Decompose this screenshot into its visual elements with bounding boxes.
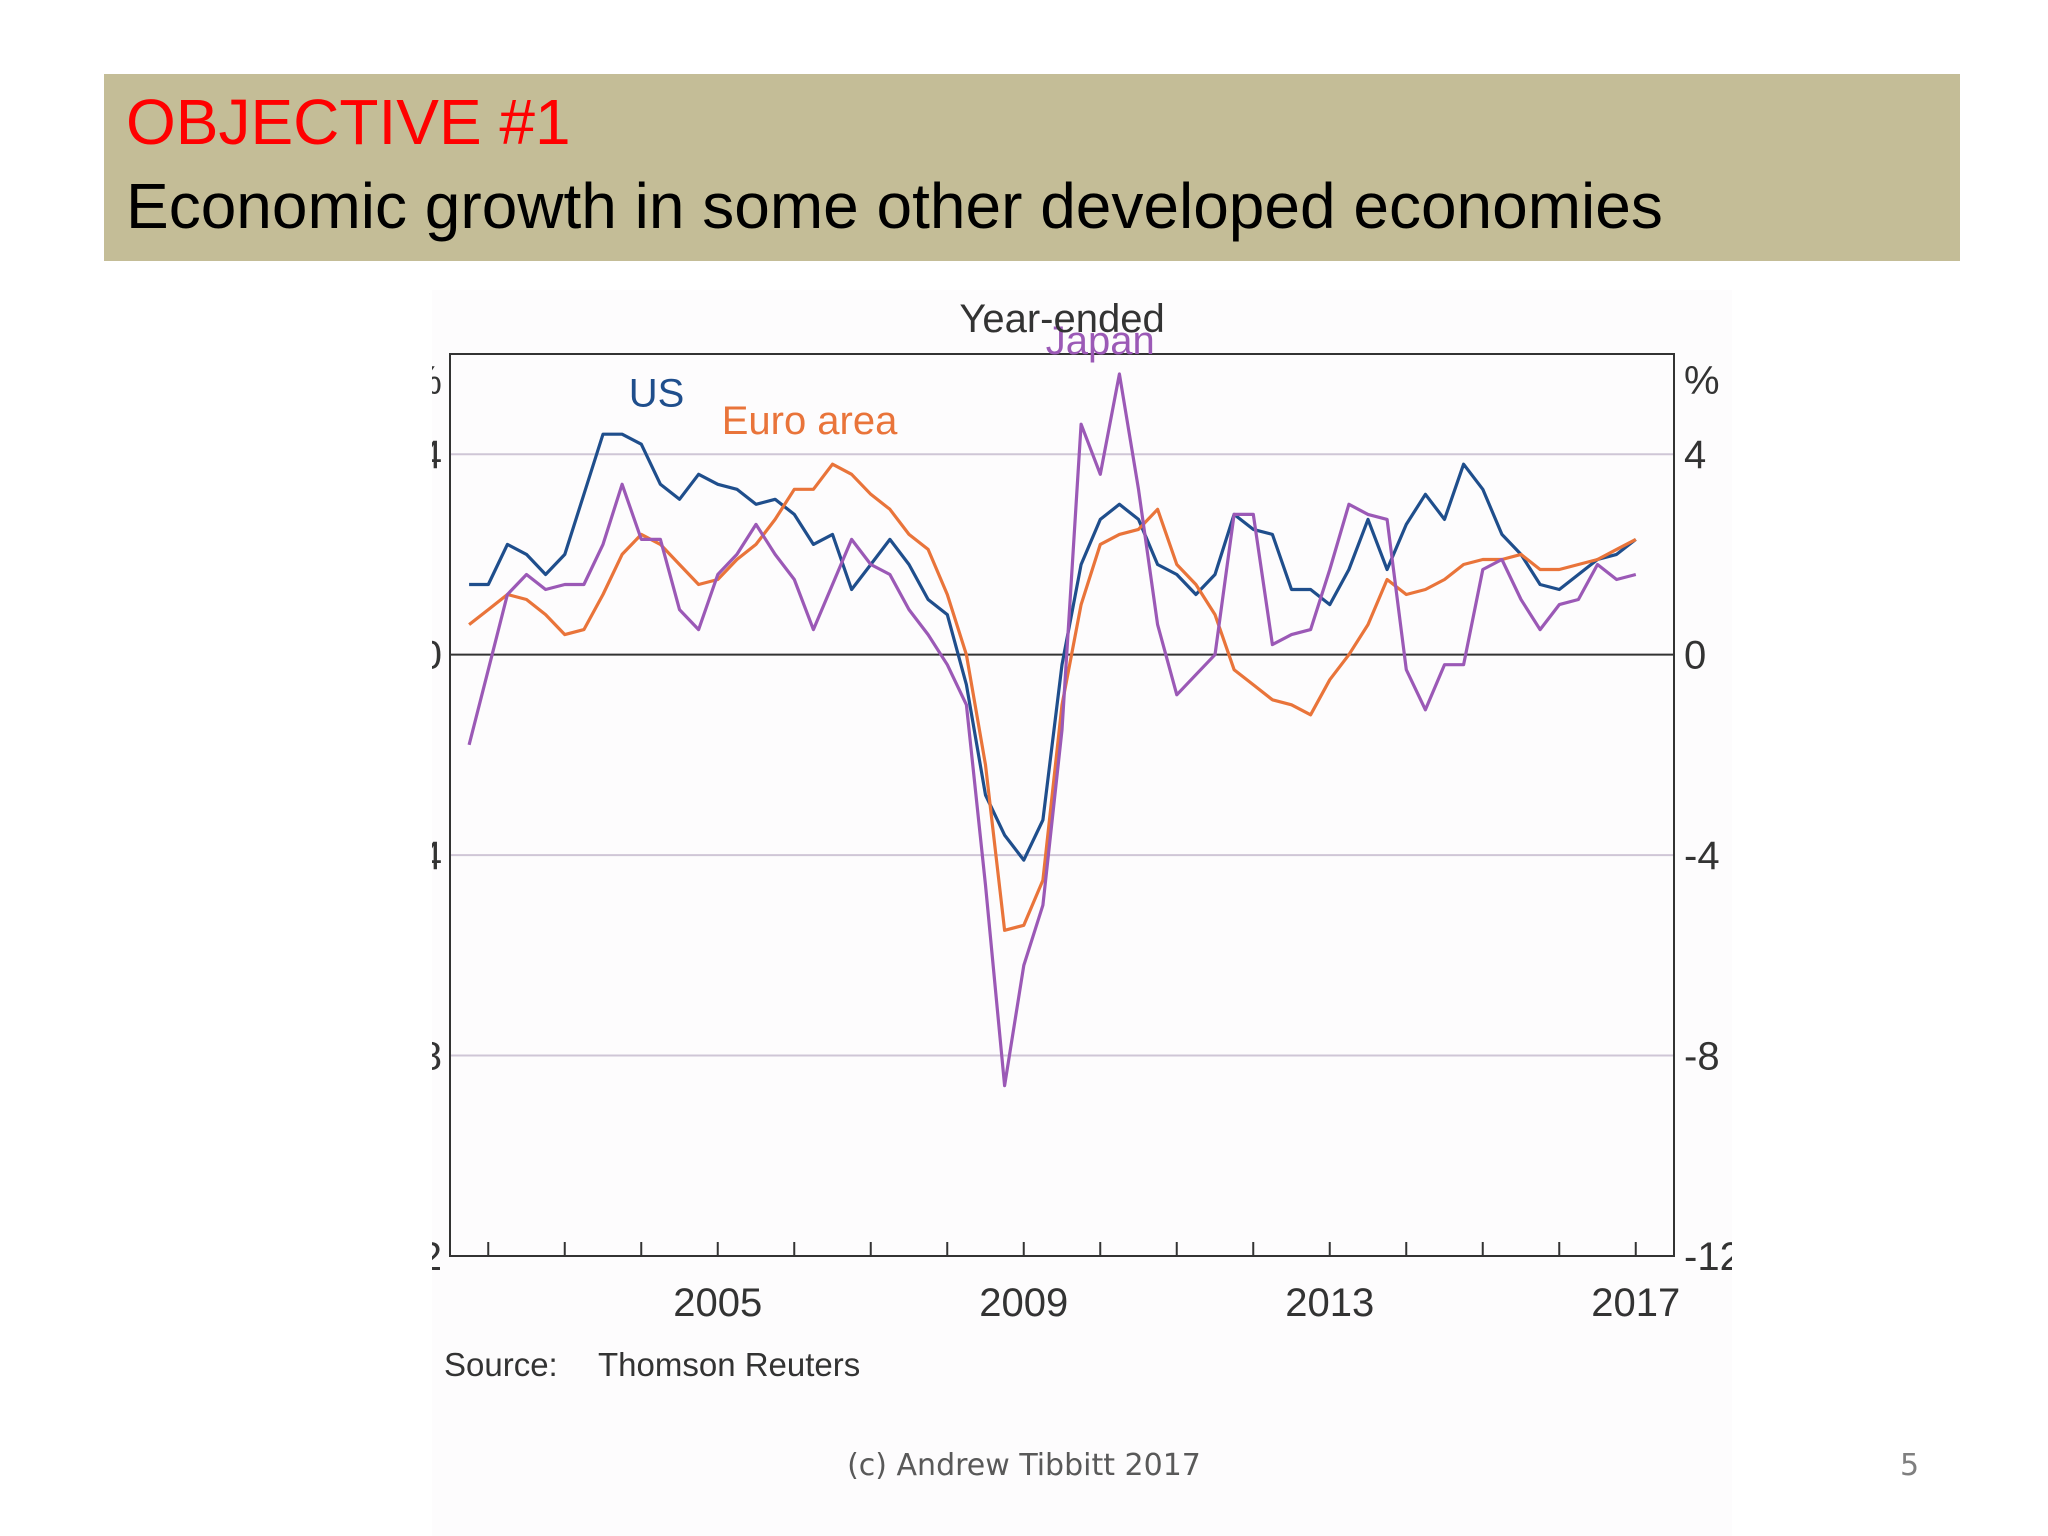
source-text: Thomson Reuters xyxy=(598,1346,860,1383)
y-tick-label-left: -4 xyxy=(432,834,442,878)
page-number: 5 xyxy=(1900,1448,1920,1483)
chart-panel: 4 4 0 0 -4 -4 -8 -8 -12 -12 2005 2009 2013 2017 US Euro… xyxy=(432,290,1732,1536)
series-line-japan xyxy=(467,372,1637,1088)
axis-labels: 4 4 0 0 -4 -4 -8 -8 -12 -12 2005 2009 2013 2017 US Euro… xyxy=(432,319,1732,1325)
series-lines xyxy=(467,372,1637,1088)
y-axis-unit-right: % xyxy=(1684,359,1720,403)
footer-copyright: (c) Andrew Tibbitt 2017 xyxy=(847,1448,1201,1483)
plot-frame xyxy=(449,353,1675,1257)
y-tick-label-right: -8 xyxy=(1684,1035,1720,1079)
series-annotation: US xyxy=(629,372,685,416)
x-tick-label: 2009 xyxy=(979,1281,1068,1325)
source-label: Source: xyxy=(444,1346,558,1383)
y-tick-label-left: -12 xyxy=(432,1235,442,1279)
series-annotation: Euro area xyxy=(722,399,898,443)
y-tick-label-left: -8 xyxy=(432,1035,442,1079)
chart-title: Year-ended xyxy=(959,297,1164,341)
y-tick-label-right: 0 xyxy=(1684,634,1706,678)
growth-line-chart: 4 4 0 0 -4 -4 -8 -8 -12 -12 2005 2009 2013 2017 US Euro… xyxy=(432,297,1732,1383)
series-line-us xyxy=(469,432,1637,862)
y-axis-unit-left: % xyxy=(432,359,442,403)
slide-subtitle: Economic growth in some other developed … xyxy=(126,170,1663,242)
y-tick-label-left: 4 xyxy=(432,433,442,477)
slide-title: OBJECTIVE #1 xyxy=(126,86,571,158)
x-axis-ticks xyxy=(487,1242,1637,1256)
series-line-euro-area xyxy=(468,462,1637,932)
x-tick-label: 2005 xyxy=(673,1281,762,1325)
y-tick-label-right: -12 xyxy=(1684,1235,1732,1279)
x-tick-label: 2017 xyxy=(1591,1281,1680,1325)
y-tick-label-right: 4 xyxy=(1684,433,1706,477)
y-tick-label-right: -4 xyxy=(1684,834,1720,878)
y-tick-label-left: 0 xyxy=(432,634,442,678)
gridlines xyxy=(450,453,1674,1057)
series-annotation: Japan xyxy=(1046,319,1155,363)
x-tick-label: 2013 xyxy=(1285,1281,1374,1325)
title-banner: OBJECTIVE #1 Economic growth in some oth… xyxy=(104,74,1960,261)
